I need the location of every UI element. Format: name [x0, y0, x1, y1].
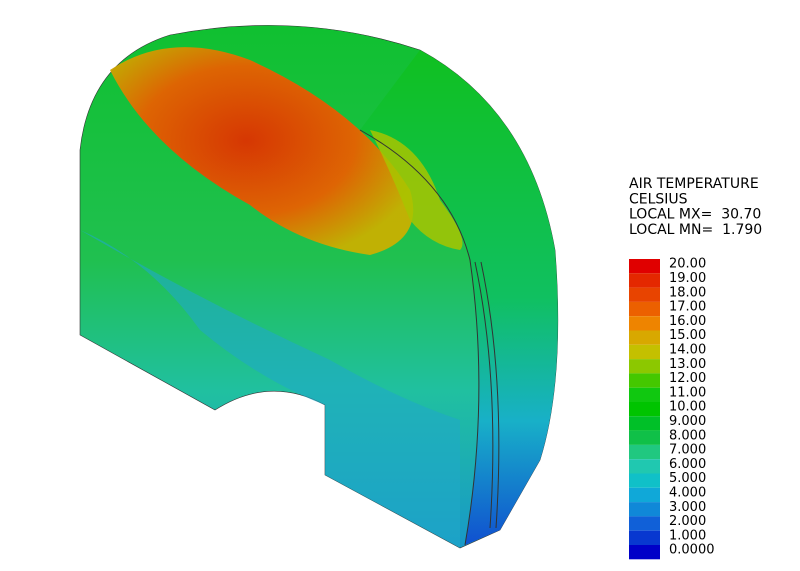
warm-region — [370, 130, 463, 250]
cool-region — [80, 230, 460, 548]
hot-region — [110, 47, 414, 256]
legend-label: 15.00 — [669, 328, 706, 343]
legend-swatch — [629, 259, 660, 274]
legend-swatch — [629, 502, 660, 517]
legend-label: 10.00 — [669, 400, 706, 415]
legend-label: 5.000 — [669, 471, 706, 486]
legend-label: 3.000 — [669, 500, 706, 515]
legend-label: 7.000 — [669, 443, 706, 458]
legend-title-line: LOCAL MX= 30.70 — [629, 207, 761, 223]
legend-swatch — [629, 330, 660, 345]
legend-swatch — [629, 473, 660, 488]
legend-swatch — [629, 387, 660, 402]
legend-swatch — [629, 359, 660, 374]
legend-label: 11.00 — [669, 385, 706, 400]
legend-label: 14.00 — [669, 342, 706, 357]
legend-label: 6.000 — [669, 457, 706, 472]
divider-edge — [359, 129, 480, 546]
legend-swatch — [629, 487, 660, 503]
legend-label: 19.00 — [669, 271, 706, 286]
model — [79, 25, 559, 549]
legend-label: 20.00 — [669, 257, 706, 272]
legend-title-line: AIR TEMPERATURE — [629, 176, 759, 192]
legend-swatch — [629, 545, 660, 560]
model-right-face — [360, 50, 558, 545]
legend-title-line: CELSIUS — [629, 191, 688, 207]
legend-swatch — [629, 530, 660, 545]
legend-swatch — [629, 459, 660, 474]
slot — [474, 261, 500, 529]
legend-swatch — [629, 430, 660, 445]
legend-title-line: LOCAL MN= 1.790 — [629, 222, 762, 238]
legend-swatch — [629, 516, 660, 531]
legend-label: 0.0000 — [669, 543, 715, 558]
legend-label: 13.00 — [669, 357, 706, 372]
legend-swatch — [629, 416, 660, 431]
legend-label: 9.000 — [669, 414, 706, 429]
legend-swatch — [629, 287, 660, 302]
legend-label: 18.00 — [669, 285, 706, 300]
legend-label: 4.000 — [669, 485, 706, 500]
legend-swatch — [629, 301, 660, 317]
legend-label: 16.00 — [669, 314, 706, 329]
legend-swatch — [629, 273, 660, 288]
legend-swatch — [629, 373, 660, 388]
legend-label: 1.000 — [669, 528, 706, 543]
legend-label: 8.000 — [669, 428, 706, 443]
legend-swatch — [629, 344, 660, 360]
legend-swatch — [629, 316, 660, 331]
legend-swatch — [629, 402, 660, 417]
legend-label: 12.00 — [669, 371, 706, 386]
legend-label: 17.00 — [669, 300, 706, 315]
legend-swatch — [629, 444, 660, 460]
legend-label: 2.000 — [669, 514, 706, 529]
